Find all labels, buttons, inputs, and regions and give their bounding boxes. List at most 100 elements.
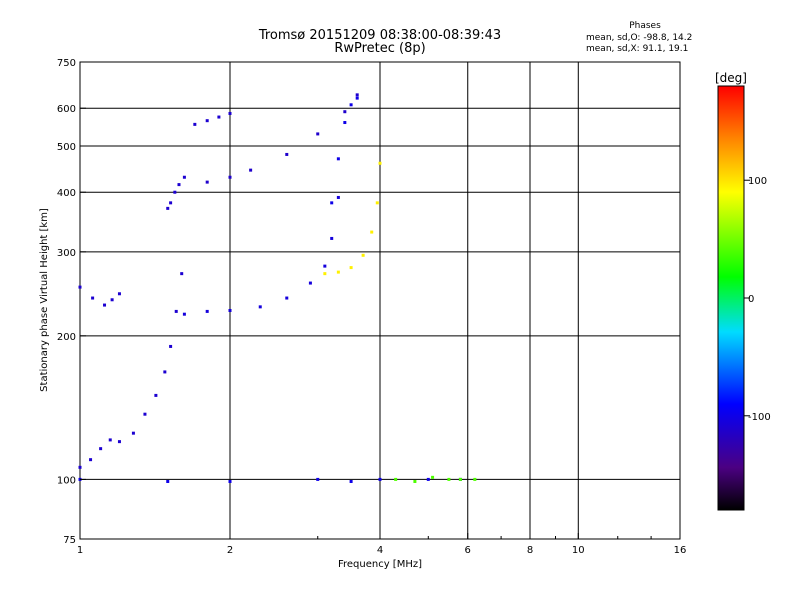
echo-point (108, 438, 112, 442)
phase-stats-label: Phases (629, 21, 661, 31)
echo-point (228, 479, 232, 483)
echo-point (228, 308, 232, 312)
echo-point (426, 477, 430, 481)
echo-point (205, 309, 209, 313)
echo-trace (182, 195, 340, 316)
axes: 1 2 4 6 8 10 16 75 100 200 300 400 500 600 750 (57, 58, 686, 556)
echo-point (163, 370, 167, 374)
echo-trace (78, 477, 462, 483)
echo-trace (78, 285, 121, 307)
echo-point (349, 103, 353, 107)
echo-point (78, 285, 82, 289)
x-tick-label: 2 (227, 545, 233, 556)
echo-point (308, 281, 312, 285)
echo-point (343, 110, 347, 114)
phase-stats-x-mode: mean, sd,X: 91.1, 19.1 (586, 44, 689, 54)
echo-point (117, 292, 121, 296)
y-axis-label: Stationary phase Virtual Height [km] (39, 208, 50, 392)
echo-point (78, 465, 82, 469)
y-tick-label: 200 (57, 332, 76, 343)
x-tick-label: 4 (377, 545, 383, 556)
echo-point (131, 431, 135, 435)
echo-point (117, 440, 121, 444)
echo-point (173, 190, 177, 194)
echo-point (91, 296, 95, 300)
echo-point (473, 477, 477, 481)
echo-trace (323, 161, 382, 276)
echo-trace (205, 93, 359, 184)
echo-point (217, 115, 221, 119)
echo-point (375, 201, 379, 205)
echo-point (361, 253, 365, 257)
echo-point (182, 175, 186, 179)
y-tick-label: 100 (57, 475, 76, 486)
echo-point (458, 477, 462, 481)
echo-point (99, 447, 103, 451)
echo-trace (166, 175, 186, 210)
echo-point (182, 312, 186, 316)
grid-lines (80, 62, 680, 539)
colorbar (717, 85, 745, 511)
echo-point (166, 206, 170, 210)
echo-point (378, 477, 382, 481)
chart-subtitle: RwPretec (8p) (334, 41, 426, 56)
colorbar-ticks: 100 0 -100 (744, 176, 771, 423)
echo-point (323, 272, 327, 276)
echo-point (336, 157, 340, 161)
echo-point (355, 96, 359, 100)
echo-point (394, 477, 398, 481)
phase-stats-o-mode: mean, sd,O: -98.8, 14.2 (586, 33, 693, 43)
x-axis-label: Frequency [MHz] (338, 559, 422, 570)
echo-point (316, 477, 320, 481)
echo-point (169, 201, 173, 205)
colorbar-tick-label: 100 (748, 176, 767, 187)
x-tick-label: 6 (465, 545, 471, 556)
echo-point (205, 180, 209, 184)
echo-point (174, 309, 178, 313)
echo-point (169, 344, 173, 348)
x-tick-label: 10 (572, 545, 585, 556)
y-tick-label: 75 (63, 535, 76, 546)
echo-trace (330, 96, 359, 205)
echo-trace (394, 475, 477, 483)
echo-point (431, 475, 435, 479)
echo-point (143, 412, 147, 416)
echo-point (323, 264, 327, 268)
echo-point (447, 477, 451, 481)
echo-point (285, 152, 289, 156)
echo-point (103, 303, 107, 307)
echo-point (228, 111, 232, 115)
echo-point (330, 236, 334, 240)
y-tick-label: 300 (57, 248, 76, 259)
y-tick-label: 500 (57, 142, 76, 153)
echo-point (355, 93, 359, 97)
colorbar-tick-label: 0 (748, 294, 754, 305)
echo-trace (193, 111, 232, 126)
echo-point (166, 479, 170, 483)
echo-point (110, 298, 114, 302)
echo-point (258, 305, 262, 309)
echo-point (154, 393, 158, 397)
echo-point (285, 296, 289, 300)
echo-point (349, 479, 353, 483)
echo-point (316, 132, 320, 136)
y-tick-label: 750 (57, 58, 76, 69)
colorbar-unit-label: [deg] (715, 71, 747, 85)
echo-point (378, 161, 382, 165)
x-tick-label: 16 (674, 545, 687, 556)
echo-point (349, 266, 353, 270)
y-tick-label: 400 (57, 188, 76, 199)
echo-point (177, 183, 181, 187)
echo-trace (78, 272, 184, 469)
echo-point (336, 195, 340, 199)
echo-point (89, 458, 93, 462)
echo-point (228, 175, 232, 179)
echo-point (336, 270, 340, 274)
chart-title: Tromsø 20151209 08:38:00-08:39:43 (258, 28, 502, 43)
echo-point (370, 230, 374, 234)
data-traces (78, 93, 477, 483)
echo-point (180, 272, 184, 276)
y-tick-label: 600 (57, 104, 76, 115)
echo-point (205, 119, 209, 123)
